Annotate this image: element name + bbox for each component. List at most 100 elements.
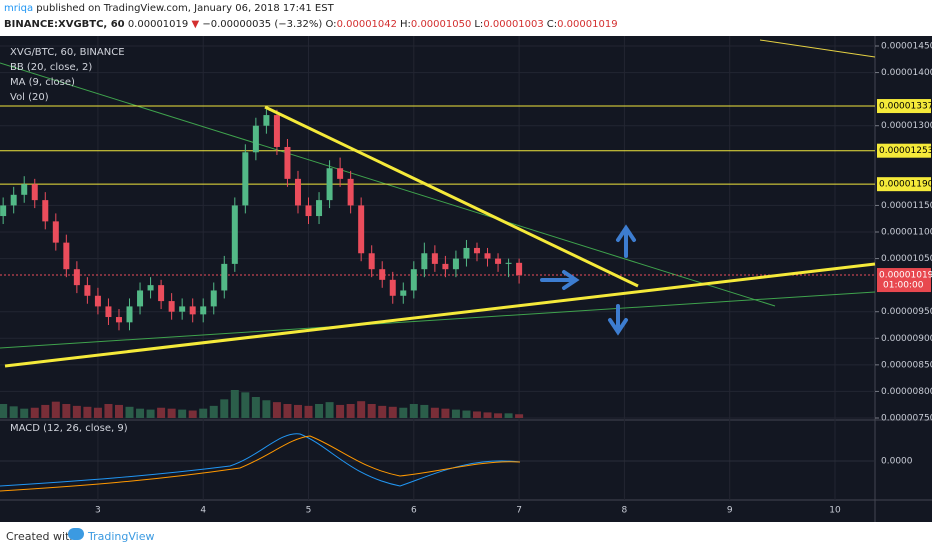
- candle-body: [452, 258, 459, 270]
- volume-bar: [93, 407, 102, 418]
- volume-bar: [251, 397, 260, 418]
- candle-body: [179, 306, 186, 312]
- volume-bar: [420, 404, 429, 418]
- candle-body: [147, 285, 154, 291]
- volume-bar: [494, 413, 503, 418]
- legend-item: MA (9, close): [10, 77, 75, 88]
- volume-bar: [157, 407, 166, 418]
- volume-bar: [357, 401, 366, 418]
- background: [0, 36, 932, 522]
- candle-body: [52, 221, 59, 243]
- candle-body: [189, 306, 196, 315]
- macd-tick: 0.0000: [881, 457, 913, 467]
- ohlc-key: H:: [400, 19, 411, 30]
- candle-body: [294, 178, 301, 206]
- volume-bar: [388, 406, 397, 418]
- trendline: [264, 105, 639, 288]
- x-tick-label: 4: [200, 506, 206, 516]
- symbol: BINANCE:XVGBTC, 60: [4, 19, 125, 30]
- volume-bar: [178, 409, 187, 418]
- candle-body: [221, 263, 228, 291]
- volume-bar: [441, 408, 450, 418]
- y-tick-label: 0.00001400: [881, 68, 932, 78]
- y-tick-label: 0.00001150: [881, 201, 932, 211]
- candle-body: [200, 306, 207, 315]
- volume-bar: [114, 404, 123, 418]
- ohlc-value: 0.00001042: [336, 19, 398, 30]
- price-level-label: 0.00001253: [879, 146, 932, 156]
- current-label: 0.00001019: [879, 271, 932, 281]
- price-level-label: 0.00001190: [879, 180, 932, 190]
- volume-bar: [346, 404, 355, 418]
- candle-body: [495, 258, 502, 264]
- candle-body: [284, 146, 291, 179]
- candle-body: [347, 178, 354, 206]
- candle-body: [473, 247, 480, 254]
- x-tick-label: 10: [829, 506, 841, 516]
- created: Created with: [6, 530, 77, 543]
- volume-bar: [125, 406, 134, 418]
- volume-bar: [462, 410, 471, 418]
- volume-bar: [9, 406, 18, 418]
- candle-body: [421, 253, 428, 270]
- x-tick-label: 9: [727, 506, 733, 516]
- logo: [68, 528, 84, 540]
- volume-bar: [230, 390, 239, 418]
- chart: 3 4 5 6 7 8 9 10 0.00001450 0.00001400 0.00001300 0…: [0, 36, 932, 522]
- volume-bar: [0, 404, 8, 418]
- volume-bar: [399, 407, 408, 418]
- candle-body: [252, 125, 259, 153]
- ohlc-key: L:: [474, 19, 484, 30]
- volume-bar: [472, 411, 481, 418]
- candle-body: [505, 262, 512, 264]
- candle-body: [94, 295, 101, 307]
- candle-body: [115, 317, 122, 323]
- volume-bar: [146, 409, 155, 418]
- volume-bar: [72, 405, 81, 418]
- macd-title: MACD (12, 26, close, 9): [10, 423, 128, 434]
- last: 0.00001019: [127, 19, 189, 30]
- trendline: [0, 291, 876, 349]
- candle-body: [431, 253, 438, 264]
- volume-bar: [378, 405, 387, 418]
- change: −0.00000035 (−3.32%): [202, 19, 323, 30]
- legend-item: BB (20, close, 2): [10, 62, 92, 73]
- candle-body: [168, 301, 175, 312]
- candle-body: [389, 279, 396, 296]
- brand[interactable]: TradingView: [88, 530, 155, 543]
- ohlc-value: 0.00001003: [483, 19, 544, 30]
- volume-bar: [336, 404, 345, 418]
- footer: Created with TradingView: [0, 522, 932, 550]
- volume-bar: [51, 401, 60, 418]
- publish-line: mriqa published on TradingView.com, Janu…: [4, 3, 334, 14]
- trendline: [759, 39, 876, 58]
- price-level-tag: [877, 99, 931, 114]
- candle-body: [442, 263, 449, 270]
- candle-body: [21, 184, 28, 195]
- macd-line: [0, 433, 521, 487]
- volume-bar: [272, 402, 281, 418]
- x-tick-label: 3: [95, 506, 101, 516]
- candle-body: [337, 168, 344, 179]
- x-tick-label: 7: [516, 506, 522, 516]
- volume-bar: [430, 407, 439, 418]
- candle-body: [400, 290, 407, 296]
- candle-body: [84, 285, 91, 296]
- y-tick-label: 0.00001300: [881, 121, 932, 131]
- volume-bar: [409, 404, 418, 418]
- volume-bar: [515, 414, 524, 418]
- legend-item: XVG/BTC, 60, BINANCE: [10, 47, 125, 58]
- volume-bar: [104, 404, 113, 418]
- signal-line: [0, 435, 521, 492]
- candle-body: [0, 205, 7, 217]
- candle-body: [368, 253, 375, 270]
- volume-bar: [367, 404, 376, 418]
- y-tick-label: 0.00000950: [881, 307, 932, 317]
- volume-bar: [41, 404, 50, 418]
- candle-body: [31, 184, 38, 201]
- author[interactable]: mriqa: [4, 3, 34, 14]
- candle-body: [379, 269, 386, 280]
- candle-body: [263, 115, 270, 126]
- candle-body: [516, 262, 523, 276]
- trendline: [4, 262, 876, 368]
